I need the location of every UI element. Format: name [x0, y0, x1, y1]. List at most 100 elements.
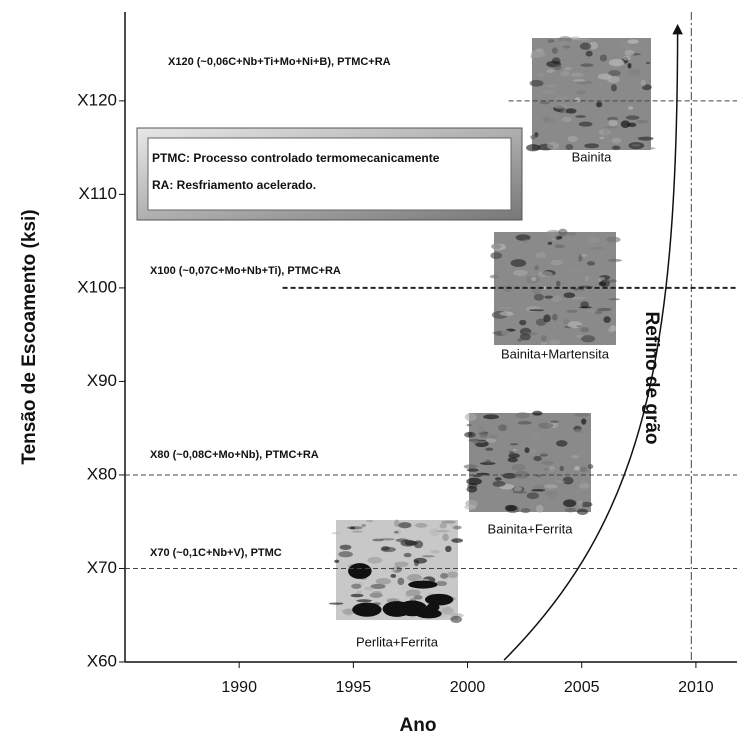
grain	[501, 329, 510, 337]
grain	[558, 228, 568, 237]
grain	[547, 39, 555, 43]
grain	[464, 413, 477, 421]
grain	[538, 271, 553, 277]
grain	[490, 243, 502, 250]
grain	[351, 530, 364, 533]
grain	[430, 549, 441, 554]
grain	[550, 259, 563, 266]
grain	[559, 40, 570, 46]
grain	[415, 522, 428, 528]
grade-label: X70 (~0,1C+Nb+V), PTMC	[150, 547, 282, 559]
grain	[451, 538, 464, 543]
grain	[515, 234, 531, 241]
grain	[401, 586, 409, 590]
grain	[566, 309, 578, 313]
grain	[328, 602, 344, 605]
grade-label: X80 (~0,08C+Mo+Nb), PTMC+RA	[150, 449, 319, 461]
grain	[533, 293, 544, 301]
grain	[544, 490, 559, 497]
grain	[553, 104, 568, 109]
grain	[582, 69, 589, 77]
micrograph-label: Perlita+Ferrita	[356, 634, 439, 649]
grain	[479, 431, 488, 438]
grain	[530, 54, 536, 59]
grain	[568, 267, 584, 274]
grain	[599, 136, 605, 140]
grain	[640, 79, 646, 87]
grain	[528, 309, 545, 312]
grain	[421, 555, 435, 558]
grain	[349, 526, 356, 530]
micrograph-label: Bainita+Ferrita	[488, 521, 574, 536]
grain	[641, 146, 656, 150]
grain	[331, 532, 341, 535]
grain	[445, 545, 452, 553]
grain	[352, 602, 382, 617]
grain	[610, 84, 617, 92]
grain	[597, 73, 612, 80]
grain	[536, 504, 544, 513]
grain	[403, 552, 412, 558]
y-tick-label: X100	[77, 277, 117, 296]
micrograph-image	[532, 38, 651, 150]
grain	[552, 236, 557, 241]
grain	[584, 275, 590, 282]
grain	[563, 499, 577, 508]
grain	[608, 279, 617, 283]
grain	[464, 504, 477, 510]
grain	[370, 583, 386, 589]
grain	[450, 523, 455, 528]
micrograph-label: Bainita	[572, 149, 613, 164]
grain	[533, 455, 542, 462]
grain	[579, 501, 593, 508]
grain	[367, 556, 383, 564]
micrograph	[463, 410, 594, 515]
grain	[628, 106, 634, 110]
grain	[436, 529, 450, 533]
grain	[502, 472, 517, 479]
grain	[356, 590, 363, 594]
grain	[535, 48, 544, 53]
grain	[646, 61, 651, 65]
grain	[494, 477, 502, 481]
grain	[559, 465, 564, 472]
grain	[603, 129, 609, 138]
y-tick-label: X60	[87, 651, 117, 670]
grain	[463, 464, 478, 469]
grain	[488, 434, 498, 440]
grain	[397, 600, 428, 617]
grain	[394, 519, 400, 528]
x-tick-label: 1995	[336, 679, 372, 696]
grain	[348, 563, 372, 579]
grain	[608, 298, 621, 301]
x-tick-label: 2005	[564, 679, 600, 696]
grain	[394, 561, 409, 567]
grain	[375, 578, 392, 585]
grain	[372, 590, 382, 595]
grain	[510, 259, 527, 268]
arrow-label: Refino de grão	[641, 311, 662, 444]
grain	[424, 593, 454, 606]
x-tick-label: 1990	[221, 679, 257, 696]
grain	[618, 41, 632, 49]
grain	[637, 120, 650, 125]
grain	[343, 608, 354, 616]
grain	[563, 319, 570, 325]
grain	[625, 115, 640, 120]
grain	[561, 116, 572, 123]
grain	[526, 144, 541, 152]
grain	[627, 39, 639, 44]
grain	[532, 485, 547, 491]
grain	[596, 101, 603, 108]
micrograph-label: Bainita+Martensita	[501, 346, 610, 361]
grade-label: X100 (~0,07C+Mo+Nb+Ti), PTMC+RA	[150, 265, 341, 277]
grain	[350, 593, 364, 598]
grain	[554, 244, 566, 248]
grain	[524, 447, 530, 454]
grain	[439, 523, 447, 529]
y-tick-label: X110	[79, 184, 117, 203]
grain	[579, 42, 592, 50]
grain	[627, 62, 632, 69]
grain	[540, 460, 554, 465]
grain	[490, 252, 502, 260]
